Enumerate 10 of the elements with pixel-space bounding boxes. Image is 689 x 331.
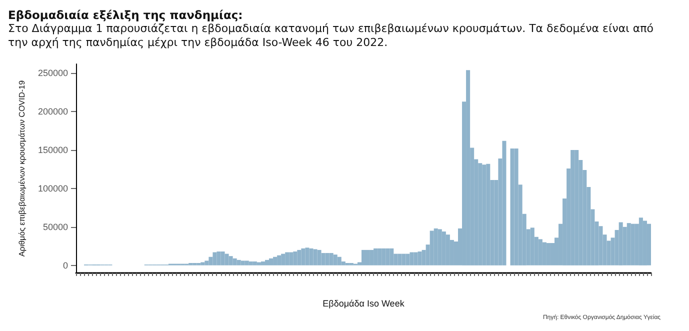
y-tick-label: 0 bbox=[62, 260, 68, 270]
chart-subtitle: Στο Διάγραμμα 1 παρουσιάζεται η εβδομαδιαία κατανομή των επιβεβαιωμένων κρουσμάτων. Τα δεδομένα είναι από την αρχή της πανδημίας μέχρι την εβδομάδα Iso-Week 46 του 2022. bbox=[8, 22, 654, 50]
y-tick-label: 100000 bbox=[38, 183, 68, 194]
chart-title: Εβδομαδιαία εξέλιξη της πανδημίας: bbox=[8, 8, 244, 22]
y-tick-label: 150000 bbox=[38, 145, 68, 156]
x-axis-title: Εβδομάδα Iso Week bbox=[322, 298, 405, 308]
y-tick-label: 200000 bbox=[38, 106, 68, 117]
y-tick-label: 50000 bbox=[42, 222, 68, 232]
y-axis-title: Αριθμός επιβεβαιωμένων κρουσμάτων COVID-19 bbox=[18, 80, 26, 257]
y-tick-label: 250000 bbox=[38, 68, 68, 78]
